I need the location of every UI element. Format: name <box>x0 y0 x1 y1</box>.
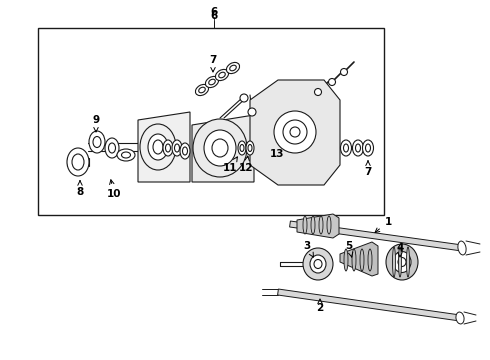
Ellipse shape <box>366 144 370 152</box>
Ellipse shape <box>72 154 84 170</box>
Polygon shape <box>250 80 340 185</box>
Ellipse shape <box>352 140 364 156</box>
Polygon shape <box>138 112 190 182</box>
Ellipse shape <box>212 139 228 157</box>
Ellipse shape <box>67 148 89 176</box>
Text: 11: 11 <box>223 157 237 173</box>
Ellipse shape <box>290 127 300 137</box>
Ellipse shape <box>216 69 228 81</box>
Ellipse shape <box>360 249 364 271</box>
Ellipse shape <box>356 144 361 152</box>
Ellipse shape <box>153 140 163 154</box>
Ellipse shape <box>166 144 171 152</box>
Text: 8: 8 <box>76 181 84 197</box>
Ellipse shape <box>140 124 176 170</box>
Ellipse shape <box>246 141 254 155</box>
Ellipse shape <box>172 140 182 156</box>
Ellipse shape <box>343 144 348 152</box>
Ellipse shape <box>248 108 256 116</box>
Text: 12: 12 <box>239 156 253 173</box>
Text: 9: 9 <box>93 115 99 132</box>
Ellipse shape <box>182 147 188 155</box>
Text: 6: 6 <box>210 11 218 21</box>
Ellipse shape <box>205 76 219 87</box>
Text: 5: 5 <box>345 241 353 257</box>
Polygon shape <box>192 115 254 182</box>
Ellipse shape <box>458 241 466 255</box>
Polygon shape <box>290 221 463 251</box>
Ellipse shape <box>240 144 244 152</box>
Ellipse shape <box>398 247 401 277</box>
Ellipse shape <box>341 68 347 76</box>
Polygon shape <box>277 289 461 321</box>
Text: 10: 10 <box>107 180 121 199</box>
Ellipse shape <box>248 144 252 152</box>
Text: 13: 13 <box>270 149 285 159</box>
Ellipse shape <box>230 65 236 71</box>
Ellipse shape <box>327 216 331 234</box>
Ellipse shape <box>238 141 246 155</box>
Ellipse shape <box>303 216 307 234</box>
Ellipse shape <box>344 249 348 271</box>
Ellipse shape <box>199 87 205 93</box>
Ellipse shape <box>310 255 326 273</box>
Ellipse shape <box>319 216 323 234</box>
Ellipse shape <box>105 138 119 158</box>
Ellipse shape <box>226 62 240 73</box>
Text: 7: 7 <box>209 55 217 72</box>
Ellipse shape <box>386 244 418 280</box>
Ellipse shape <box>315 89 321 95</box>
Polygon shape <box>340 242 378 276</box>
Ellipse shape <box>392 247 395 277</box>
Ellipse shape <box>108 143 116 153</box>
Ellipse shape <box>209 79 215 85</box>
Ellipse shape <box>311 216 315 234</box>
Ellipse shape <box>219 72 225 78</box>
Ellipse shape <box>398 257 406 266</box>
Ellipse shape <box>303 248 333 280</box>
Ellipse shape <box>352 249 356 271</box>
Ellipse shape <box>456 312 464 324</box>
Ellipse shape <box>93 136 101 148</box>
Ellipse shape <box>117 149 135 161</box>
Text: 2: 2 <box>317 299 323 313</box>
Text: 7: 7 <box>364 161 372 177</box>
Ellipse shape <box>180 143 190 159</box>
Polygon shape <box>297 214 339 238</box>
Ellipse shape <box>314 260 322 269</box>
Ellipse shape <box>363 140 373 156</box>
Ellipse shape <box>393 252 411 273</box>
Text: 3: 3 <box>303 241 314 257</box>
Text: 1: 1 <box>375 217 392 233</box>
Ellipse shape <box>240 94 248 102</box>
Ellipse shape <box>341 140 351 156</box>
Ellipse shape <box>148 134 168 160</box>
Ellipse shape <box>89 131 105 153</box>
Ellipse shape <box>163 140 173 156</box>
Ellipse shape <box>328 78 336 85</box>
Bar <box>38 28 384 215</box>
Ellipse shape <box>174 144 179 152</box>
Ellipse shape <box>283 120 307 144</box>
Ellipse shape <box>368 249 372 271</box>
Ellipse shape <box>204 130 236 166</box>
Ellipse shape <box>407 247 410 277</box>
Text: 6: 6 <box>210 7 218 17</box>
Text: 4: 4 <box>396 243 404 257</box>
Ellipse shape <box>122 152 130 158</box>
Ellipse shape <box>274 111 316 153</box>
Ellipse shape <box>196 85 209 95</box>
Ellipse shape <box>193 119 247 177</box>
